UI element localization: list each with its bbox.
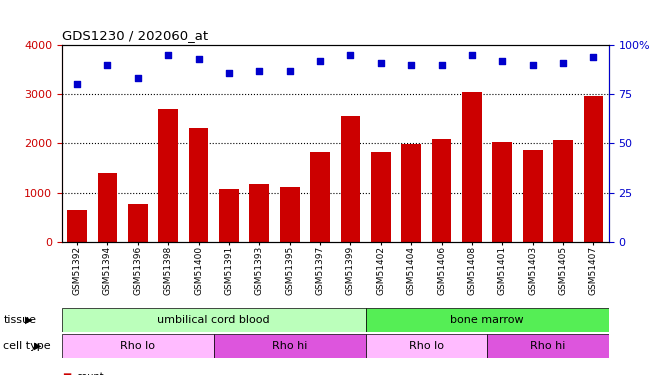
Text: cell type: cell type: [3, 341, 51, 351]
Bar: [98, 173, 117, 242]
Point: [406, 62, 417, 68]
Point: [436, 62, 447, 68]
Bar: [553, 141, 573, 242]
Text: Rho hi: Rho hi: [530, 341, 566, 351]
Point: [376, 60, 386, 66]
Bar: [280, 187, 299, 242]
Point: [315, 58, 326, 64]
Text: Rho lo: Rho lo: [120, 341, 156, 351]
Bar: [189, 128, 208, 242]
Text: tissue: tissue: [3, 315, 36, 325]
Text: Rho hi: Rho hi: [272, 341, 307, 351]
Point: [193, 56, 204, 62]
Point: [224, 70, 234, 76]
Text: ■: ■: [62, 372, 71, 375]
Point: [254, 68, 264, 74]
Bar: [62, 308, 366, 332]
Bar: [62, 334, 214, 358]
Bar: [366, 334, 487, 358]
Bar: [432, 138, 452, 242]
Text: bone marrow: bone marrow: [450, 315, 524, 325]
Bar: [214, 334, 366, 358]
Point: [72, 81, 82, 87]
Text: GDS1230 / 202060_at: GDS1230 / 202060_at: [62, 30, 208, 42]
Point: [133, 75, 143, 81]
Bar: [371, 152, 391, 242]
Bar: [219, 189, 239, 242]
Point: [558, 60, 568, 66]
Bar: [249, 184, 270, 242]
Bar: [583, 96, 603, 242]
Text: umbilical cord blood: umbilical cord blood: [158, 315, 270, 325]
Bar: [401, 144, 421, 242]
Point: [497, 58, 508, 64]
Point: [467, 52, 477, 58]
Point: [163, 52, 173, 58]
Point: [589, 54, 599, 60]
Point: [284, 68, 295, 74]
Bar: [67, 210, 87, 242]
Bar: [311, 152, 330, 242]
Point: [527, 62, 538, 68]
Point: [345, 52, 355, 58]
Text: Rho lo: Rho lo: [409, 341, 444, 351]
Text: count: count: [76, 372, 104, 375]
Bar: [128, 204, 148, 242]
Point: [102, 62, 113, 68]
Bar: [340, 116, 361, 242]
Bar: [158, 109, 178, 242]
Bar: [492, 142, 512, 242]
Bar: [523, 150, 542, 242]
Bar: [462, 92, 482, 242]
Bar: [366, 308, 609, 332]
Bar: [487, 334, 609, 358]
Text: ▶: ▶: [25, 315, 33, 325]
Text: ▶: ▶: [34, 341, 42, 351]
